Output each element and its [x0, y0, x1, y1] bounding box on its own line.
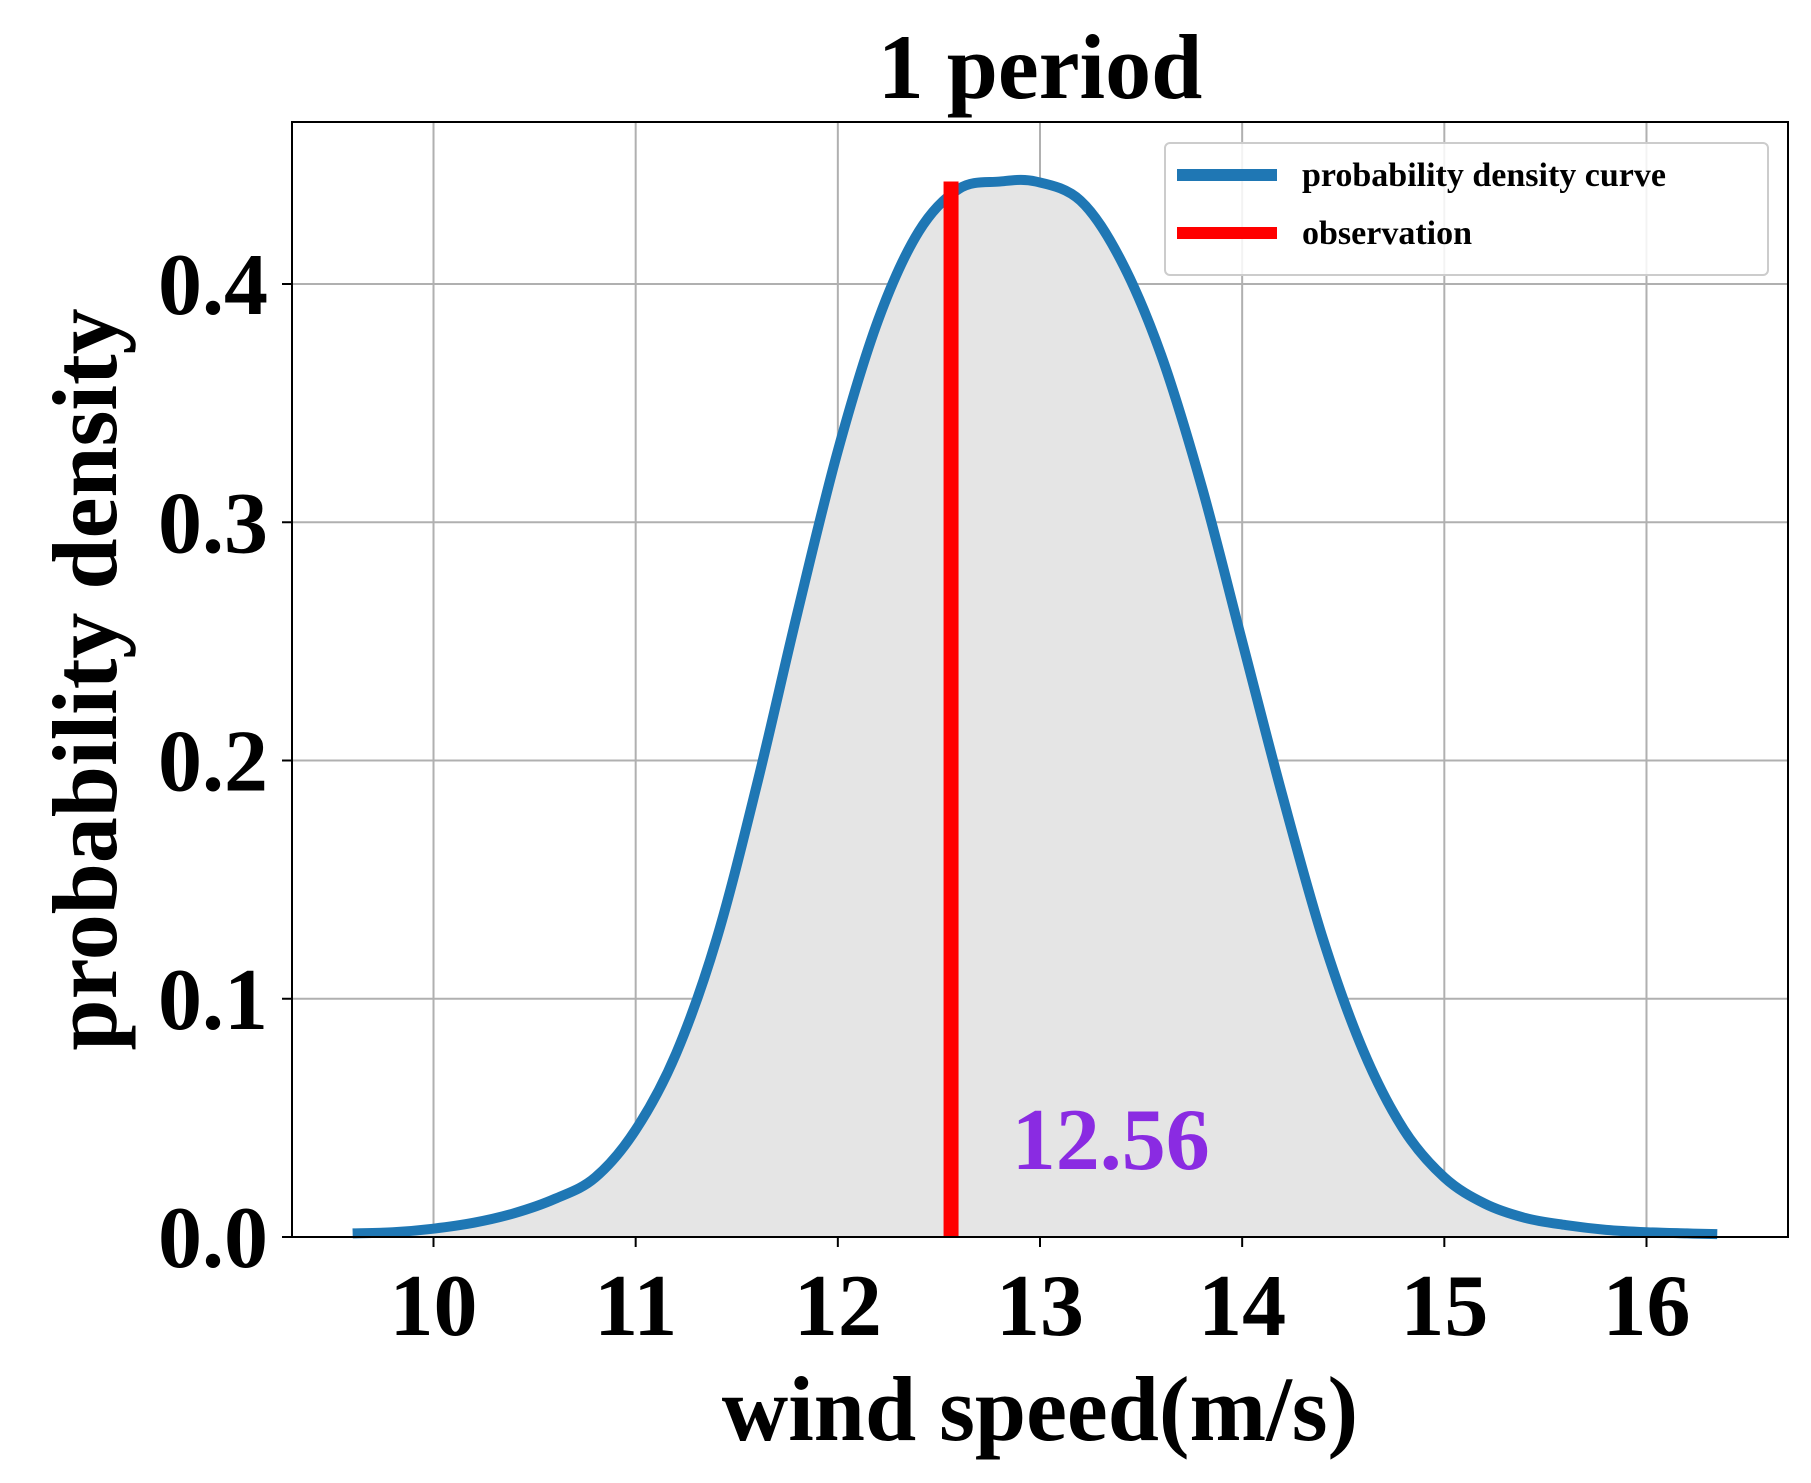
legend-label-curve: probability density curve: [1302, 157, 1666, 194]
chart-title: 1 period: [878, 16, 1203, 118]
y-tick-label-0: 0.0: [158, 1190, 268, 1287]
curve-fill-area: [352, 179, 1718, 1237]
y-tick-label-1: 0.1: [158, 952, 268, 1049]
x-axis-ticks: 10 11 12 13 14 15 16: [390, 1237, 1690, 1355]
y-axis-label: probability density: [34, 308, 136, 1050]
x-tick-label-3: 13: [996, 1258, 1084, 1355]
x-axis-label: wind speed(m/s): [722, 1358, 1358, 1460]
y-tick-label-3: 0.3: [158, 475, 268, 572]
legend-label-observation: observation: [1302, 215, 1472, 252]
x-tick-label-4: 14: [1198, 1258, 1286, 1355]
x-tick-label-5: 15: [1400, 1258, 1488, 1355]
legend: probability density curve observation: [1164, 142, 1769, 276]
probability-density-curve: [352, 174, 1718, 1240]
legend-box: [1164, 142, 1769, 276]
y-axis-ticks: 0.0 0.1 0.2 0.3 0.4: [158, 237, 292, 1287]
x-tick-label-2: 12: [794, 1258, 882, 1355]
y-tick-label-2: 0.2: [158, 714, 268, 811]
plot-area: 12.56: [291, 121, 1789, 1240]
x-tick-label-1: 11: [594, 1258, 677, 1355]
x-tick-label-0: 10: [390, 1258, 478, 1355]
observation-value-label: 12.56: [1012, 1092, 1210, 1189]
y-tick-label-4: 0.4: [158, 237, 268, 334]
x-tick-label-6: 16: [1602, 1258, 1690, 1355]
